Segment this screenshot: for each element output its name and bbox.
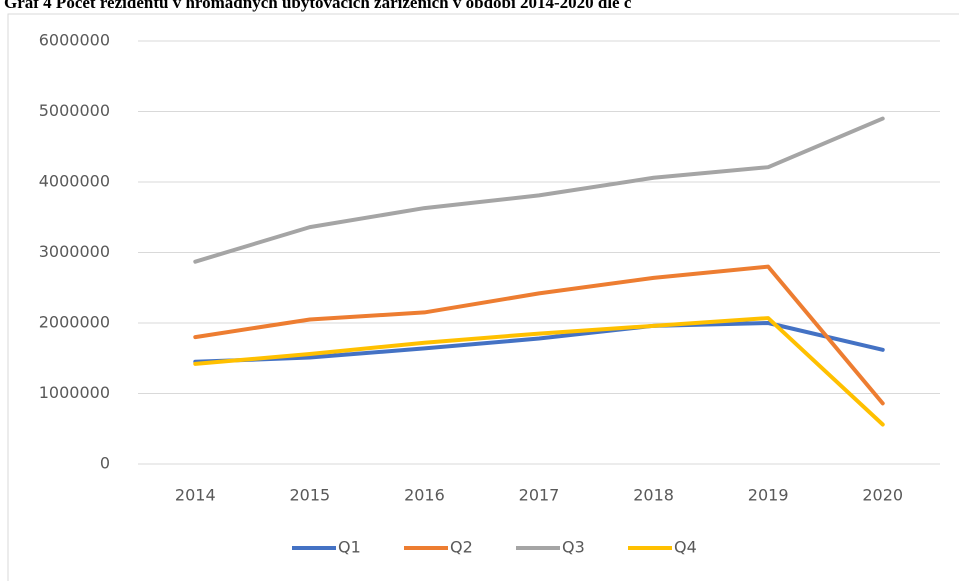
series-line	[193, 264, 885, 406]
y-tick-label: 5000000	[39, 101, 110, 120]
x-tick-label: 2016	[404, 486, 445, 505]
x-tick-label: 2020	[862, 486, 903, 505]
series-line	[193, 321, 885, 364]
y-tick-label: 1000000	[39, 383, 110, 402]
x-tick-label: 2017	[519, 486, 560, 505]
legend-label: Q4	[674, 538, 697, 557]
legend-label: Q2	[450, 538, 473, 557]
x-tick-label: 2014	[175, 486, 216, 505]
y-tick-label: 2000000	[39, 313, 110, 332]
y-tick-label: 3000000	[39, 242, 110, 261]
y-tick-label: 0	[100, 454, 110, 473]
x-tick-label: 2018	[633, 486, 674, 505]
y-tick-label: 4000000	[39, 172, 110, 191]
chart-title: Graf 4 Počet rezidentů v hromadných ubyt…	[4, 0, 632, 12]
series-line	[193, 116, 885, 264]
x-tick-label: 2015	[289, 486, 330, 505]
chart-frame	[7, 13, 959, 581]
y-tick-label: 6000000	[39, 31, 110, 50]
legend-label: Q3	[562, 538, 585, 557]
series-line	[193, 316, 885, 427]
legend-label: Q1	[338, 538, 361, 557]
x-tick-label: 2019	[748, 486, 789, 505]
